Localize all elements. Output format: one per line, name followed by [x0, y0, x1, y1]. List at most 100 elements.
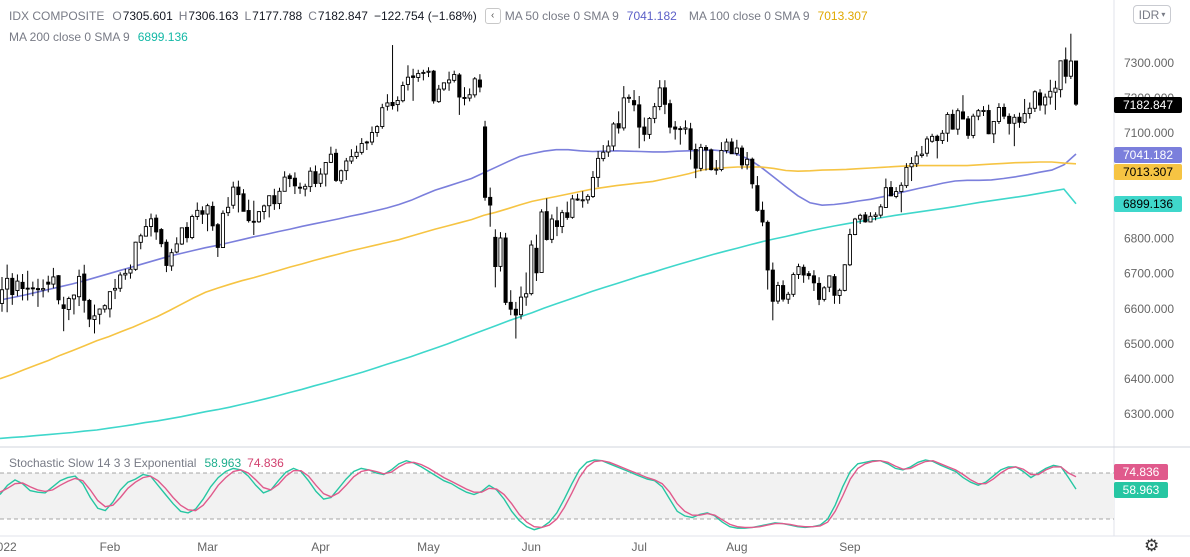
candle-body [488, 196, 493, 206]
candle-body [1017, 116, 1022, 123]
candle-body [652, 106, 657, 119]
ma200-value: 6899.136 [137, 30, 188, 44]
candle-body [822, 287, 827, 300]
candle-body [518, 296, 524, 316]
candle-body [477, 79, 482, 88]
close-label: C [308, 9, 317, 23]
ma100-price-badge [1114, 164, 1182, 180]
candle-body [570, 198, 575, 218]
candle-body [159, 229, 164, 245]
candle-body [734, 147, 739, 154]
candle-body [554, 220, 560, 227]
candle-body [128, 268, 133, 274]
collapse-legend-button[interactable]: ‹ [484, 8, 501, 24]
candle-body [847, 234, 852, 266]
time-tick-label: Aug [726, 540, 747, 554]
candle-body [498, 237, 503, 267]
candle-body [328, 153, 333, 163]
stochastic-d-line [0, 459, 1077, 529]
candle-body [483, 126, 488, 198]
candle-body [87, 299, 92, 320]
candle-body [364, 141, 369, 144]
candle-body [313, 171, 318, 184]
candle-body [30, 287, 35, 290]
stochastic-k-badge [1114, 482, 1168, 498]
candle-body [678, 128, 683, 131]
candle-body [272, 195, 277, 205]
symbol-name[interactable]: IDX COMPOSITE [9, 9, 105, 23]
candle-body [904, 166, 909, 187]
currency-selector[interactable]: IDR ▾ [1133, 5, 1171, 24]
candle-body [1037, 92, 1043, 106]
candle-body [0, 289, 5, 304]
close-value: 7182.847 [317, 9, 368, 23]
candle-body [919, 153, 924, 156]
candle-body [837, 289, 842, 296]
candle-body [390, 101, 395, 107]
candle-body [642, 126, 647, 135]
candle-body [786, 293, 791, 300]
candle-body [77, 275, 82, 298]
stochastic-d-value: 74.836 [247, 456, 284, 470]
candle-body [909, 162, 914, 168]
candle-body [817, 282, 822, 300]
candle-body [616, 123, 621, 129]
candle-body [231, 186, 236, 206]
candle-body [976, 110, 981, 117]
ma100-label[interactable]: MA 100 close 0 SMA 9 [688, 9, 810, 23]
candle-body [1002, 106, 1007, 117]
gear-icon[interactable]: ⚙ [1144, 536, 1160, 555]
candle-body [924, 138, 930, 154]
candle-body [107, 291, 112, 310]
candle-body [1027, 107, 1032, 114]
candle-body [534, 247, 539, 274]
candle-body [1032, 91, 1037, 109]
candle-body [92, 315, 97, 320]
candle-body [811, 275, 816, 284]
candle-body [832, 276, 837, 296]
candle-body [82, 273, 87, 301]
candle-body [1073, 60, 1079, 105]
candle-body [56, 275, 61, 301]
candle-body [220, 212, 226, 248]
time-tick-label: Mar [197, 540, 218, 554]
candle-body [914, 155, 919, 165]
ma200-label[interactable]: MA 200 close 0 SMA 9 [9, 30, 130, 44]
candle-body [262, 205, 267, 212]
candle-body [467, 94, 472, 99]
candle-body [894, 191, 899, 197]
candle-body [590, 176, 595, 197]
candle-body [246, 210, 251, 222]
candle-body [205, 205, 210, 215]
candle-body [344, 160, 349, 172]
stochastic-k-line [0, 459, 1077, 531]
candle-body [606, 145, 611, 153]
candle-body [667, 103, 673, 128]
candle-body [981, 109, 986, 112]
currency-label: IDR [1138, 7, 1160, 22]
price-tick-label: 6500.000 [1124, 337, 1174, 351]
candle-body [447, 79, 452, 84]
candle-body [693, 149, 698, 169]
candle-body [580, 199, 585, 202]
candle-body [508, 301, 513, 310]
candle-body [673, 126, 678, 130]
candle-body [354, 151, 359, 157]
candle-body [503, 237, 508, 303]
candle-body [709, 149, 714, 171]
stochastic-label[interactable]: Stochastic Slow 14 3 3 Exponential [9, 456, 197, 470]
candle-body [339, 170, 344, 182]
candle-body [256, 211, 261, 223]
candle-body [359, 143, 364, 153]
candle-body [955, 110, 960, 130]
candle-body [703, 147, 709, 151]
price-tick-label: 7300.000 [1124, 56, 1174, 70]
candle-body [781, 285, 786, 300]
candle-body [873, 214, 878, 217]
ma50-label[interactable]: MA 50 close 0 SMA 9 [504, 9, 619, 23]
candle-body [97, 308, 102, 315]
candle-body [827, 275, 832, 288]
candle-body [287, 175, 292, 180]
candle-body [626, 96, 631, 99]
